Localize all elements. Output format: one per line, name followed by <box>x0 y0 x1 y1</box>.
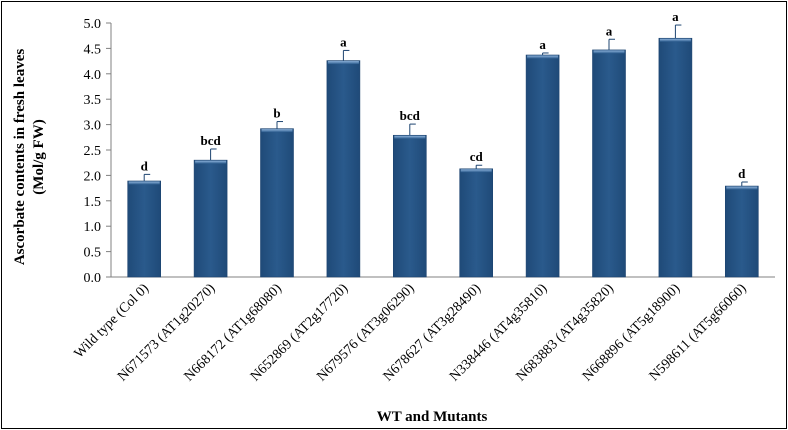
significance-label: bcd <box>400 108 421 123</box>
bar-top-highlight <box>394 135 426 139</box>
bar-top-highlight <box>659 38 691 42</box>
bar-top-highlight <box>327 61 359 65</box>
x-axis-title: WT and Mutants <box>377 409 488 425</box>
significance-label: bcd <box>200 133 221 148</box>
y-tick-label: 3.0 <box>84 119 102 134</box>
y-tick-label: 1.0 <box>84 220 102 235</box>
significance-label: a <box>340 34 347 49</box>
bar-top-highlight <box>195 160 227 164</box>
y-axis-title-line-2: (Mol/g FW) <box>31 119 47 194</box>
bar-top-highlight <box>527 55 559 59</box>
y-tick-label: 0.5 <box>84 246 102 261</box>
y-axis-title-line-1: Ascorbate contents in fresh leaves <box>12 49 28 266</box>
bar-top-highlight <box>460 169 492 173</box>
bar <box>658 37 693 278</box>
bar-top-highlight <box>593 50 625 54</box>
significance-label: a <box>606 23 613 38</box>
significance-label: a <box>539 37 546 52</box>
y-tick-label: 2.5 <box>84 144 102 159</box>
bar <box>326 60 361 278</box>
y-axis-title: Ascorbate contents in fresh leaves (Mol/… <box>12 49 47 266</box>
significance-label: b <box>273 106 280 121</box>
y-tick-label: 5.0 <box>84 17 102 32</box>
significance-label: cd <box>470 149 484 164</box>
significance-label: a <box>672 9 679 24</box>
bar <box>724 185 759 278</box>
y-tick-label: 3.5 <box>84 93 102 108</box>
significance-label: d <box>738 166 746 181</box>
y-tick-label: 4.5 <box>84 42 102 57</box>
bar <box>127 180 161 278</box>
bar <box>392 134 427 278</box>
y-tick-label: 2.0 <box>84 169 102 184</box>
bar <box>525 54 560 278</box>
bar <box>592 49 626 278</box>
bar-top-highlight <box>726 186 758 190</box>
bar <box>260 128 294 278</box>
bar <box>459 168 494 278</box>
y-tick-label: 0.0 <box>84 271 102 286</box>
bar <box>193 159 228 278</box>
y-tick-label: 4.0 <box>84 68 102 83</box>
significance-label: d <box>141 158 149 173</box>
bar-top-highlight <box>128 181 160 185</box>
y-tick-label: 1.5 <box>84 195 102 210</box>
bar-top-highlight <box>261 129 293 133</box>
